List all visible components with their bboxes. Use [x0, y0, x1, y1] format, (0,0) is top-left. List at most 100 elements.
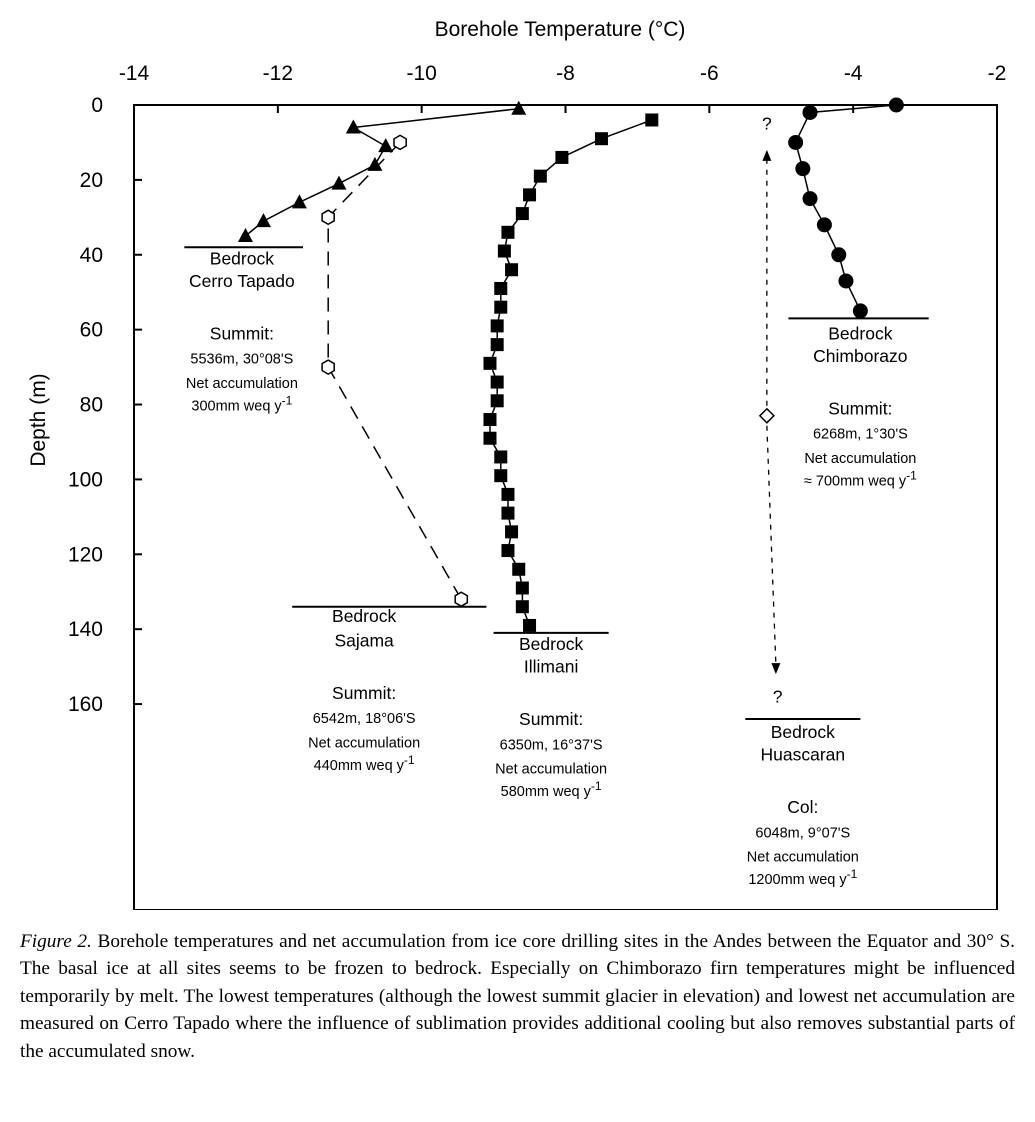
- annotation-line: Bedrock: [771, 722, 835, 742]
- annotation-text: Net accumulation: [495, 762, 607, 778]
- illimani-point: [494, 450, 508, 464]
- sajama-point: [454, 591, 469, 608]
- illimani-point: [483, 356, 497, 370]
- y-tick-label: 20: [80, 169, 103, 192]
- annotation-line: Summit:: [210, 323, 274, 343]
- illimani-point: [501, 506, 515, 520]
- illimani-point: [490, 319, 504, 333]
- y-tick-label: 40: [80, 244, 103, 267]
- annotation-line: Summit:: [519, 709, 583, 729]
- annotation-line: Bedrock: [332, 606, 396, 626]
- annotation-superscript: -1: [591, 779, 602, 793]
- annotation-text: Sajama: [334, 630, 394, 650]
- huascaran-unknown-mark: ?: [762, 114, 772, 134]
- y-tick-label: 80: [80, 394, 103, 417]
- sajama-series-line: [327, 141, 462, 600]
- sajama-point: [321, 359, 335, 375]
- chimborazo-point: [788, 134, 804, 150]
- chimborazo-point: [838, 273, 854, 289]
- annotation-text: 6268m, 1°30'S: [813, 427, 908, 443]
- huascaran-arrow-head: [771, 663, 781, 675]
- annotation-text: Bedrock: [519, 634, 583, 654]
- annotation-line: Net accumulation: [186, 376, 298, 392]
- cerro-tapado-point: [291, 194, 307, 209]
- cerro-tapado-point: [345, 119, 361, 134]
- annotation-line: Huascaran: [761, 745, 846, 765]
- huascaran-arrow-head: [762, 149, 772, 161]
- chimborazo-point: [852, 303, 868, 319]
- series-markers: [237, 97, 904, 632]
- borehole-chart: -14 -12 -10 -8 -6 -4 -2 0 20 40 60 80 100 120 140 160 ?…: [27, 18, 1006, 910]
- chimborazo-point: [816, 217, 832, 233]
- annotation-text: Bedrock: [332, 606, 396, 626]
- x-axis-title: Borehole Temperature (°C): [435, 18, 686, 41]
- annotation-line: 6350m, 16°37'S: [500, 737, 603, 753]
- illimani-point: [501, 544, 515, 558]
- annotation-text: Net accumulation: [308, 736, 420, 752]
- annotation-line: 6048m, 9°07'S: [755, 825, 850, 841]
- annotation-text: 6048m, 9°07'S: [755, 825, 850, 841]
- cerro-tapado-point: [331, 175, 347, 190]
- annotation-line: Bedrock: [210, 249, 274, 269]
- annotation-text: 1200mm weq y-1: [748, 867, 857, 888]
- annotation-text: Bedrock: [828, 323, 892, 343]
- illimani-point: [497, 244, 511, 258]
- annotation-text: Bedrock: [771, 722, 835, 742]
- annotation-line: 1200mm weq y: [748, 872, 847, 888]
- annotation-text: Net accumulation: [186, 376, 298, 392]
- huascaran-arrow-line: [766, 425, 777, 665]
- y-tick-label: 60: [80, 319, 103, 342]
- annotation-text: Net accumulation: [747, 850, 859, 866]
- chimborazo-point: [888, 97, 904, 113]
- cerro-tapado-point: [378, 138, 394, 153]
- annotation-line: 300mm weq y: [191, 399, 282, 415]
- annotation-line: Summit:: [828, 398, 892, 418]
- annotation-line: Illimani: [524, 657, 578, 677]
- cerro-tapado-series-line: [245, 107, 519, 237]
- illimani-point: [505, 263, 519, 277]
- cerro-tapado-point: [255, 213, 271, 228]
- cerro-tapado-point: [511, 100, 527, 115]
- illimani-point: [494, 300, 508, 314]
- x-tick-label: -6: [700, 62, 719, 85]
- illimani-point: [490, 338, 504, 352]
- illimani-point: [555, 150, 569, 164]
- annotation-text: Col:: [787, 797, 818, 817]
- x-tick-label: -12: [263, 62, 293, 85]
- huascaran-point: [758, 407, 775, 424]
- illimani-point: [523, 188, 537, 202]
- annotation-line: Net accumulation: [747, 850, 859, 866]
- annotation-text: Summit:: [519, 709, 583, 729]
- annotation-line: Bedrock: [828, 323, 892, 343]
- annotation-text: Illimani: [524, 657, 578, 677]
- annotation-text: ≈ 700mm weq y-1: [804, 468, 917, 489]
- illimani-point: [533, 169, 547, 183]
- illimani-point: [645, 113, 659, 127]
- bedrock-lines: [184, 246, 929, 721]
- y-tick-label: 100: [68, 468, 103, 491]
- illimani-point: [490, 394, 504, 408]
- annotation-superscript: -1: [404, 753, 415, 767]
- illimani-series-line: [489, 119, 653, 626]
- x-tick-label: -8: [556, 62, 575, 85]
- illimani-point: [515, 581, 529, 595]
- annotation-line: Chimborazo: [813, 346, 907, 366]
- annotation-text: 440mm weq y-1: [314, 753, 415, 774]
- annotation-text: 6542m, 18°06'S: [313, 711, 416, 727]
- annotation-line: Summit:: [332, 683, 396, 703]
- illimani-point: [483, 413, 497, 427]
- y-tick-label: 0: [91, 94, 103, 117]
- y-tick-label: 120: [68, 543, 103, 566]
- annotation-line: 6542m, 18°06'S: [313, 711, 416, 727]
- annotation-line: Sajama: [334, 630, 394, 650]
- annotation-line: Net accumulation: [804, 451, 916, 467]
- annotation-text: 300mm weq y-1: [191, 394, 292, 415]
- cerro-tapado-point: [367, 156, 383, 171]
- y-tick-label: 160: [68, 693, 103, 716]
- illimani-point: [490, 375, 504, 389]
- annotation-line: Net accumulation: [495, 762, 607, 778]
- annotation-line: Net accumulation: [308, 736, 420, 752]
- figure-caption: Figure 2. Borehole temperatures and net …: [20, 928, 1015, 1065]
- illimani-point: [515, 600, 529, 614]
